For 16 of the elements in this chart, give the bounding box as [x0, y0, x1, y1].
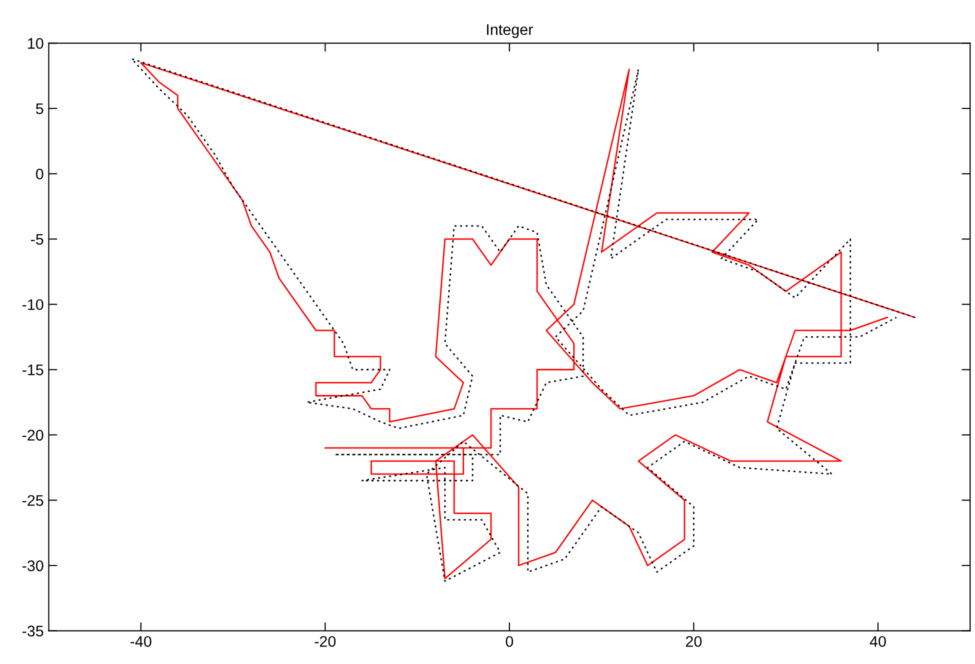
x-tick-label: 20	[686, 636, 702, 647]
x-tick-label: 40	[870, 636, 886, 647]
y-tick-label: 0	[36, 168, 44, 180]
x-tick-label: -20	[314, 636, 336, 647]
x-tick-label: -40	[130, 636, 152, 647]
y-tick-label: -5	[30, 234, 44, 245]
y-tick-label: -35	[22, 626, 44, 636]
y-tick-label: -25	[22, 495, 44, 506]
y-tick-label: -30	[22, 560, 44, 572]
y-tick-label: 5	[36, 103, 44, 114]
x-tick-label: 0	[506, 636, 514, 647]
y-tick-label: -10	[22, 299, 44, 310]
y-tick-label: -15	[22, 364, 44, 376]
y-tick-label: -20	[22, 430, 44, 441]
chart-title: Integer	[487, 24, 533, 38]
y-tick-label: 10	[28, 38, 44, 49]
